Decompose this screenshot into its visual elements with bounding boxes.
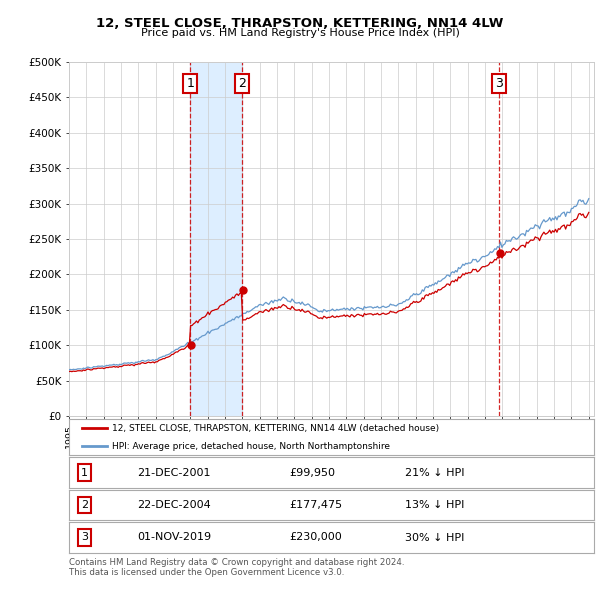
Text: 1: 1	[81, 468, 88, 477]
Text: 21-DEC-2001: 21-DEC-2001	[137, 468, 211, 477]
Text: 2: 2	[238, 77, 245, 90]
Text: 1: 1	[187, 77, 194, 90]
Text: Contains HM Land Registry data © Crown copyright and database right 2024.
This d: Contains HM Land Registry data © Crown c…	[69, 558, 404, 577]
Text: 12, STEEL CLOSE, THRAPSTON, KETTERING, NN14 4LW: 12, STEEL CLOSE, THRAPSTON, KETTERING, N…	[97, 17, 503, 30]
Text: 22-DEC-2004: 22-DEC-2004	[137, 500, 211, 510]
Text: 30% ↓ HPI: 30% ↓ HPI	[405, 533, 464, 542]
Text: HPI: Average price, detached house, North Northamptonshire: HPI: Average price, detached house, Nort…	[112, 442, 390, 451]
Text: 01-NOV-2019: 01-NOV-2019	[137, 533, 211, 542]
Text: Price paid vs. HM Land Registry's House Price Index (HPI): Price paid vs. HM Land Registry's House …	[140, 28, 460, 38]
Text: 21% ↓ HPI: 21% ↓ HPI	[405, 468, 464, 477]
Text: 3: 3	[81, 533, 88, 542]
Text: £99,950: £99,950	[290, 468, 335, 477]
Text: £177,475: £177,475	[290, 500, 343, 510]
Text: 2: 2	[81, 500, 88, 510]
Text: 12, STEEL CLOSE, THRAPSTON, KETTERING, NN14 4LW (detached house): 12, STEEL CLOSE, THRAPSTON, KETTERING, N…	[112, 424, 439, 432]
Bar	[190, 62, 242, 416]
Text: 3: 3	[495, 77, 503, 90]
Text: 13% ↓ HPI: 13% ↓ HPI	[405, 500, 464, 510]
Text: £230,000: £230,000	[290, 533, 342, 542]
